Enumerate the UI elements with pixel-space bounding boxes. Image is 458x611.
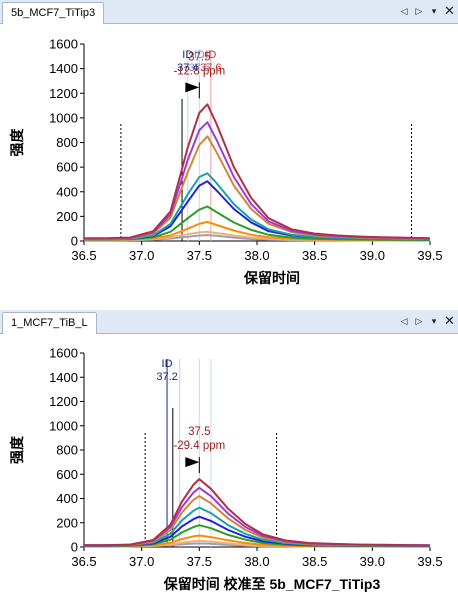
chart-pane-bottom: 1_MCF7_TiB_L ◁ ▷ ▾ ✕ 0 200 400 600 800 1000 12… — [0, 310, 458, 611]
transition-trace — [84, 205, 431, 241]
peak-marker-icon — [185, 82, 200, 93]
id-label: ID — [182, 49, 193, 61]
triangle-left-icon[interactable]: ◁ — [400, 7, 408, 17]
x-tick-label: 37.5 — [187, 248, 212, 263]
peak-rt-label: 37.5 — [188, 426, 210, 438]
y-tick-label: 600 — [56, 467, 78, 482]
id-value-label: 37.2 — [156, 371, 177, 383]
y-tick-label: 1200 — [49, 394, 78, 409]
transition-trace — [84, 103, 431, 240]
x-tick-label: 36.5 — [71, 248, 96, 263]
x-tick-label: 36.5 — [71, 554, 96, 569]
id-value-label: 37.4 — [177, 62, 198, 74]
id-value-label: 37.5 — [189, 62, 210, 74]
x-axis-label: 保留时间 — [243, 270, 300, 286]
y-tick-label: 1000 — [49, 418, 78, 433]
chromatogram-bottom: 0 200 400 600 800 1000 1200 1400 1600 36.5 37.0 37.… — [9, 346, 443, 593]
x-tick-label: 39.5 — [417, 554, 442, 569]
x-tick-label: 38.0 — [244, 248, 269, 263]
y-tick-label: 1600 — [49, 37, 78, 52]
y-tick-label: 400 — [56, 491, 78, 506]
id-label: ID — [162, 358, 173, 370]
y-tick-label: 0 — [71, 540, 78, 555]
id-label: ID — [194, 49, 205, 61]
transition-trace — [84, 478, 431, 547]
triangle-right-icon[interactable]: ▷ — [415, 317, 423, 327]
y-tick-label: 800 — [56, 443, 78, 458]
x-tick-label: 37.0 — [129, 554, 154, 569]
tab-replicate-bottom[interactable]: 1_MCF7_TiB_L — [2, 312, 97, 334]
triangle-left-icon[interactable]: ◁ — [400, 317, 408, 327]
y-tick-label: 200 — [56, 515, 78, 530]
y-tick-label: 1000 — [49, 110, 78, 125]
chromatogram-top: 0 200 400 600 800 1000 1200 1400 1600 36.5 37.0 37.… — [9, 37, 443, 287]
x-tick-label: 37.0 — [129, 248, 154, 263]
tab-controls-top: ◁ ▷ ▾ ✕ — [399, 3, 455, 21]
x-axis-label: 保留时间 校准至 5b_MCF7_TiTip3 — [163, 576, 381, 592]
y-axis-label: 强度 — [9, 128, 25, 157]
y-tick-label: 400 — [56, 184, 78, 199]
x-tick-label: 38.0 — [244, 554, 269, 569]
peak-ppm-label: -12.8 ppm — [173, 65, 225, 77]
peak-marker-icon — [185, 457, 200, 468]
tab-controls-bottom: ◁ ▷ ▾ ✕ — [399, 313, 455, 331]
triangle-right-icon[interactable]: ▷ — [415, 7, 423, 17]
y-tick-label: 1400 — [49, 370, 78, 385]
close-icon[interactable]: ✕ — [444, 314, 455, 329]
tab-strip-bottom: 1_MCF7_TiB_L ◁ ▷ ▾ ✕ — [0, 310, 458, 334]
x-tick-label: 39.0 — [360, 554, 385, 569]
peak-rt-label: 37.5 — [188, 51, 210, 63]
x-tick-label: 37.5 — [187, 554, 212, 569]
y-tick-label: 600 — [56, 160, 78, 175]
transition-trace — [84, 121, 431, 240]
chart-pane-top: 5b_MCF7_TiTip3 ◁ ▷ ▾ ✕ 0 200 400 600 800 1000… — [0, 0, 458, 304]
y-tick-label: 200 — [56, 209, 78, 224]
tab-strip-top: 5b_MCF7_TiTip3 ◁ ▷ ▾ ✕ — [0, 0, 458, 24]
y-tick-label: 1200 — [49, 86, 78, 101]
tab-replicate-top[interactable]: 5b_MCF7_TiTip3 — [2, 2, 105, 24]
y-tick-label: 0 — [71, 234, 78, 249]
y-tick-label: 800 — [56, 135, 78, 150]
x-tick-label: 38.5 — [302, 554, 327, 569]
close-icon[interactable]: ✕ — [444, 4, 455, 19]
chevron-down-icon[interactable]: ▾ — [431, 7, 437, 17]
x-tick-label: 39.5 — [417, 248, 442, 263]
x-tick-label: 38.5 — [302, 248, 327, 263]
peak-ppm-label: -29.4 ppm — [173, 440, 225, 452]
chevron-down-icon[interactable]: ▾ — [431, 317, 437, 327]
x-tick-label: 39.0 — [360, 248, 385, 263]
y-axis-label: 强度 — [9, 435, 25, 464]
id-value-label: 37.6 — [200, 62, 221, 74]
y-tick-label: 1400 — [49, 61, 78, 76]
id-label: ID — [205, 49, 216, 61]
transition-trace — [84, 172, 431, 241]
y-tick-label: 1600 — [49, 346, 78, 361]
